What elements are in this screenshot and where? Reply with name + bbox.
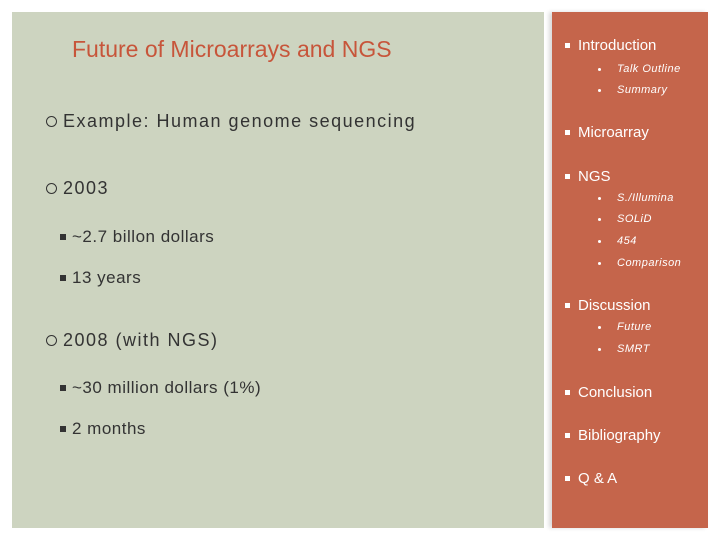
- outline-label: Conclusion: [578, 384, 653, 401]
- outline-label: SMRT: [617, 343, 650, 355]
- square-bullet-icon: [565, 390, 570, 395]
- sub-bullet-time-2003: 13 years: [60, 268, 141, 288]
- outline-label: Talk Outline: [617, 63, 681, 75]
- outline-label: Q & A: [578, 470, 618, 487]
- square-bullet-icon: [60, 234, 66, 240]
- square-bullet-icon: [60, 275, 66, 281]
- outline-label: S./Illumina: [617, 192, 674, 204]
- outline-label: Bibliography: [578, 427, 661, 444]
- outline-subitem-comparison[interactable]: Comparison: [598, 257, 681, 269]
- outline-label: 454: [617, 235, 637, 247]
- outline-label: Introduction: [578, 37, 657, 54]
- outline-label: Future: [617, 321, 652, 333]
- outline-subitem-summary[interactable]: Summary: [598, 84, 668, 96]
- square-bullet-icon: [565, 433, 570, 438]
- outline-label: Summary: [617, 84, 668, 96]
- dot-bullet-icon: [598, 325, 601, 329]
- outline-item-bibliography[interactable]: Bibliography: [565, 427, 661, 444]
- square-bullet-icon: [565, 174, 570, 179]
- dot-bullet-icon: [598, 239, 601, 243]
- ring-bullet-icon: [46, 183, 57, 194]
- sub-bullet-cost-2008: ~30 million dollars (1%): [60, 378, 261, 398]
- outline-subitem-illumina[interactable]: S./Illumina: [598, 192, 674, 204]
- outline-item-microarray[interactable]: Microarray: [565, 124, 649, 141]
- bullet-2003: 2003: [46, 178, 109, 199]
- outline-item-ngs[interactable]: NGS: [565, 168, 611, 185]
- dot-bullet-icon: [598, 347, 601, 351]
- outline-item-qa[interactable]: Q & A: [565, 470, 617, 487]
- bullet-text: 2008 (with NGS): [63, 330, 219, 350]
- bullet-text: ~2.7 billon dollars: [72, 227, 215, 246]
- outline-label: SOLiD: [617, 213, 652, 225]
- sub-bullet-cost-2003: ~2.7 billon dollars: [60, 227, 214, 247]
- dot-bullet-icon: [598, 88, 601, 92]
- dot-bullet-icon: [598, 217, 601, 221]
- bullet-2008: 2008 (with NGS): [46, 330, 219, 351]
- square-bullet-icon: [60, 385, 66, 391]
- outline-label: NGS: [578, 168, 611, 185]
- dot-bullet-icon: [598, 261, 601, 265]
- ring-bullet-icon: [46, 116, 57, 127]
- slide-title: Future of Microarrays and NGS: [72, 36, 392, 62]
- bullet-text: 2 months: [72, 419, 146, 438]
- outline-label: Discussion: [578, 297, 651, 314]
- square-bullet-icon: [60, 426, 66, 432]
- outline-label: Comparison: [617, 257, 682, 269]
- outline-subitem-454[interactable]: 454: [598, 235, 637, 247]
- outline-label: Microarray: [578, 124, 649, 141]
- outline-item-introduction[interactable]: Introduction: [565, 37, 656, 54]
- bullet-text: ~30 million dollars (1%): [72, 378, 262, 397]
- outline-subitem-smrt[interactable]: SMRT: [598, 343, 650, 355]
- outline-item-discussion[interactable]: Discussion: [565, 297, 651, 314]
- outline-item-conclusion[interactable]: Conclusion: [565, 384, 652, 401]
- bullet-text: 2003: [63, 178, 110, 198]
- sub-bullet-time-2008: 2 months: [60, 419, 146, 439]
- square-bullet-icon: [565, 130, 570, 135]
- outline-panel: [552, 12, 708, 528]
- dot-bullet-icon: [598, 67, 601, 71]
- outline-subitem-solid[interactable]: SOLiD: [598, 213, 652, 225]
- outline-subitem-talk-outline[interactable]: Talk Outline: [598, 63, 681, 75]
- outline-subitem-future[interactable]: Future: [598, 321, 652, 333]
- content-panel: [12, 12, 544, 528]
- bullet-text: 13 years: [72, 268, 142, 287]
- square-bullet-icon: [565, 476, 570, 481]
- bullet-text: Example: Human genome sequencing: [63, 111, 417, 131]
- square-bullet-icon: [565, 303, 570, 308]
- ring-bullet-icon: [46, 335, 57, 346]
- dot-bullet-icon: [598, 196, 601, 200]
- bullet-example: Example: Human genome sequencing: [46, 111, 416, 132]
- square-bullet-icon: [565, 43, 570, 48]
